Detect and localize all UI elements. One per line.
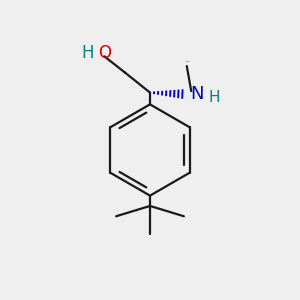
Text: N: N [190, 85, 203, 103]
Text: methyl: methyl [186, 60, 191, 62]
Text: H: H [209, 89, 220, 104]
Text: O: O [98, 44, 112, 62]
Text: H: H [82, 44, 94, 62]
